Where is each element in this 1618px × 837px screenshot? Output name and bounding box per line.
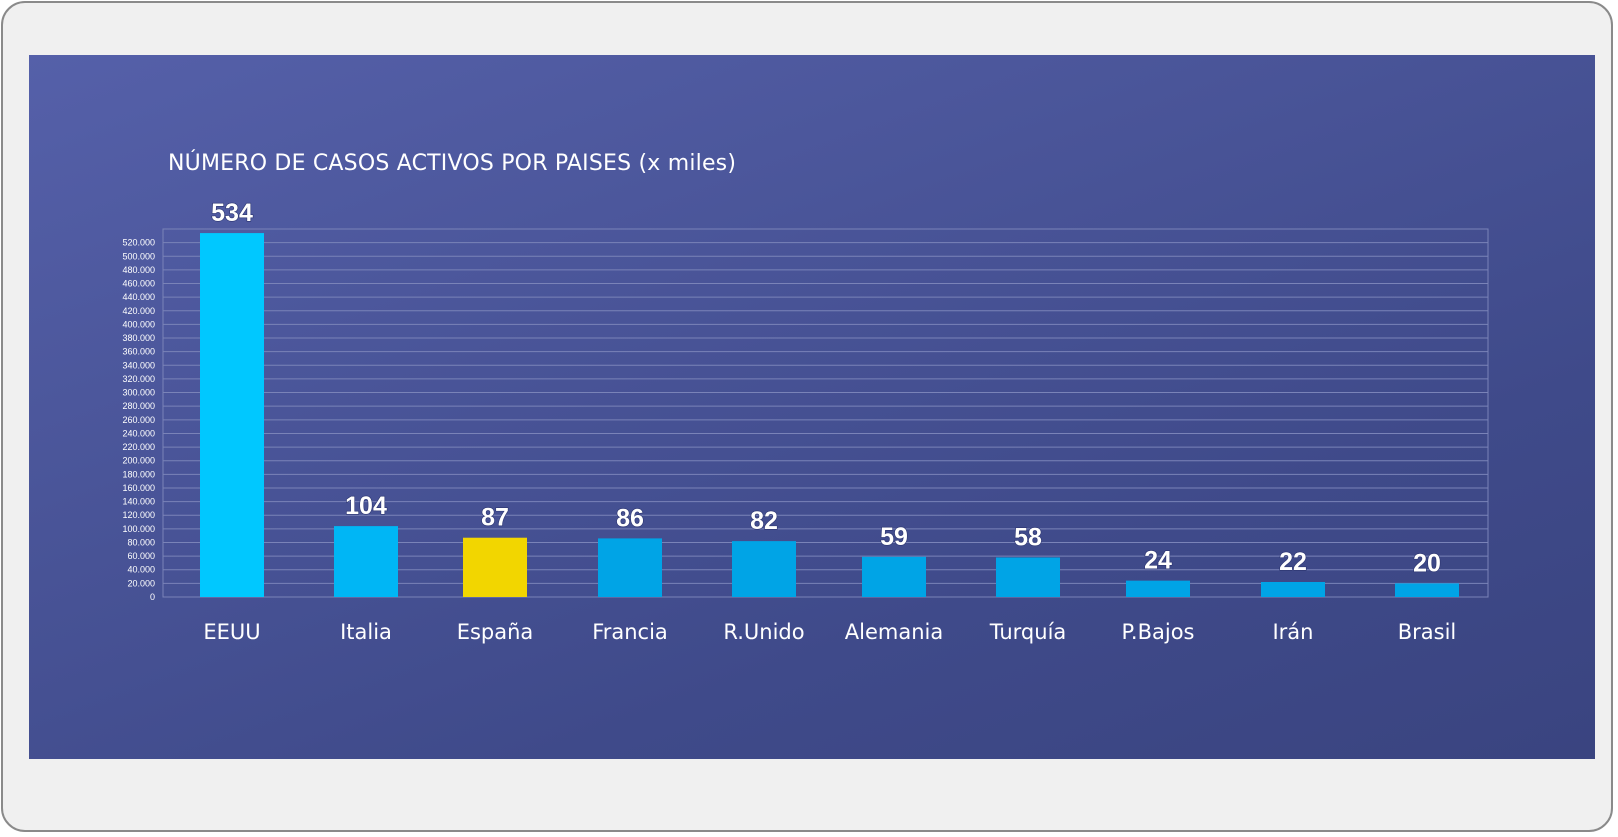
y-tick-label: 280.000 [122, 401, 155, 411]
y-tick-label: 440.000 [122, 292, 155, 302]
x-tick-label: EEUU [203, 620, 260, 644]
x-tick-label: Irán [1272, 620, 1313, 644]
data-label: 104 [345, 492, 387, 520]
y-tick-label: 520.000 [122, 238, 155, 248]
x-tick-label: Brasil [1398, 620, 1457, 644]
value-labels: 534 104 87 86 82 59 58 24 22 20 [211, 198, 1442, 577]
y-tick-label: 480.000 [122, 265, 155, 275]
data-label: 534 [211, 199, 253, 227]
data-label: 82 [750, 507, 778, 535]
data-label: 22 [1279, 548, 1307, 576]
y-tick-label: 180.000 [122, 469, 155, 479]
bar-ir-n [1261, 582, 1325, 597]
data-label: 58 [1014, 523, 1042, 551]
y-tick-label: 120.000 [122, 510, 155, 520]
bar-eeuu [200, 233, 264, 598]
y-tick-label: 400.000 [122, 319, 155, 329]
bar-brasil [1395, 583, 1459, 597]
chart-title: NÚMERO DE CASOS ACTIVOS POR PAISES (x mi… [168, 151, 737, 176]
bar-p-bajos [1126, 580, 1190, 597]
bars [200, 233, 1459, 598]
y-tick-label: 40.000 [127, 565, 155, 575]
bar-francia [598, 538, 662, 597]
x-tick-label: P.Bajos [1122, 620, 1195, 644]
y-tick-label: 0 [150, 592, 155, 602]
data-label: 20 [1413, 549, 1441, 577]
bar-turqu-a [996, 557, 1060, 597]
y-tick-label: 220.000 [122, 442, 155, 452]
x-tick-label: Italia [340, 620, 392, 644]
y-tick-label: 60.000 [127, 551, 155, 561]
x-tick-label: Turquía [989, 620, 1067, 644]
y-tick-label: 380.000 [122, 333, 155, 343]
data-label: 59 [880, 523, 908, 551]
y-tick-label: 460.000 [122, 279, 155, 289]
y-tick-label: 420.000 [122, 306, 155, 316]
slide-background [29, 55, 1595, 759]
x-tick-label: Alemania [845, 620, 943, 644]
y-tick-label: 200.000 [122, 456, 155, 466]
y-tick-label: 160.000 [122, 483, 155, 493]
data-label: 24 [1144, 547, 1172, 575]
data-label: 86 [616, 504, 644, 532]
y-tick-label: 100.000 [122, 524, 155, 534]
bar-espa-a [463, 537, 527, 597]
y-tick-label: 360.000 [122, 347, 155, 357]
y-tick-label: 340.000 [122, 360, 155, 370]
y-tick-label: 300.000 [122, 388, 155, 398]
x-axis-ticks: EEUU Italia España Francia R.Unido Alemania Tu… [203, 620, 1456, 644]
bar-r-unido [732, 541, 796, 597]
y-tick-label: 80.000 [127, 537, 155, 547]
bar-italia [334, 526, 398, 597]
y-tick-label: 140.000 [122, 497, 155, 507]
y-tick-label: 500.000 [122, 251, 155, 261]
data-label: 87 [481, 504, 509, 532]
bar-alemania [862, 556, 926, 597]
bar-chart: 0 20.000 40.000 60.000 80.000 100.000 120.000 1… [122, 198, 1489, 644]
y-tick-label: 240.000 [122, 428, 155, 438]
x-tick-label: Francia [592, 620, 668, 644]
y-tick-label: 260.000 [122, 415, 155, 425]
x-tick-label: R.Unido [723, 620, 804, 644]
y-tick-label: 320.000 [122, 374, 155, 384]
y-axis-ticks: 0 20.000 40.000 60.000 80.000 100.000 120.000 1… [122, 238, 155, 602]
y-tick-label: 20.000 [127, 578, 155, 588]
x-tick-label: España [457, 620, 534, 644]
